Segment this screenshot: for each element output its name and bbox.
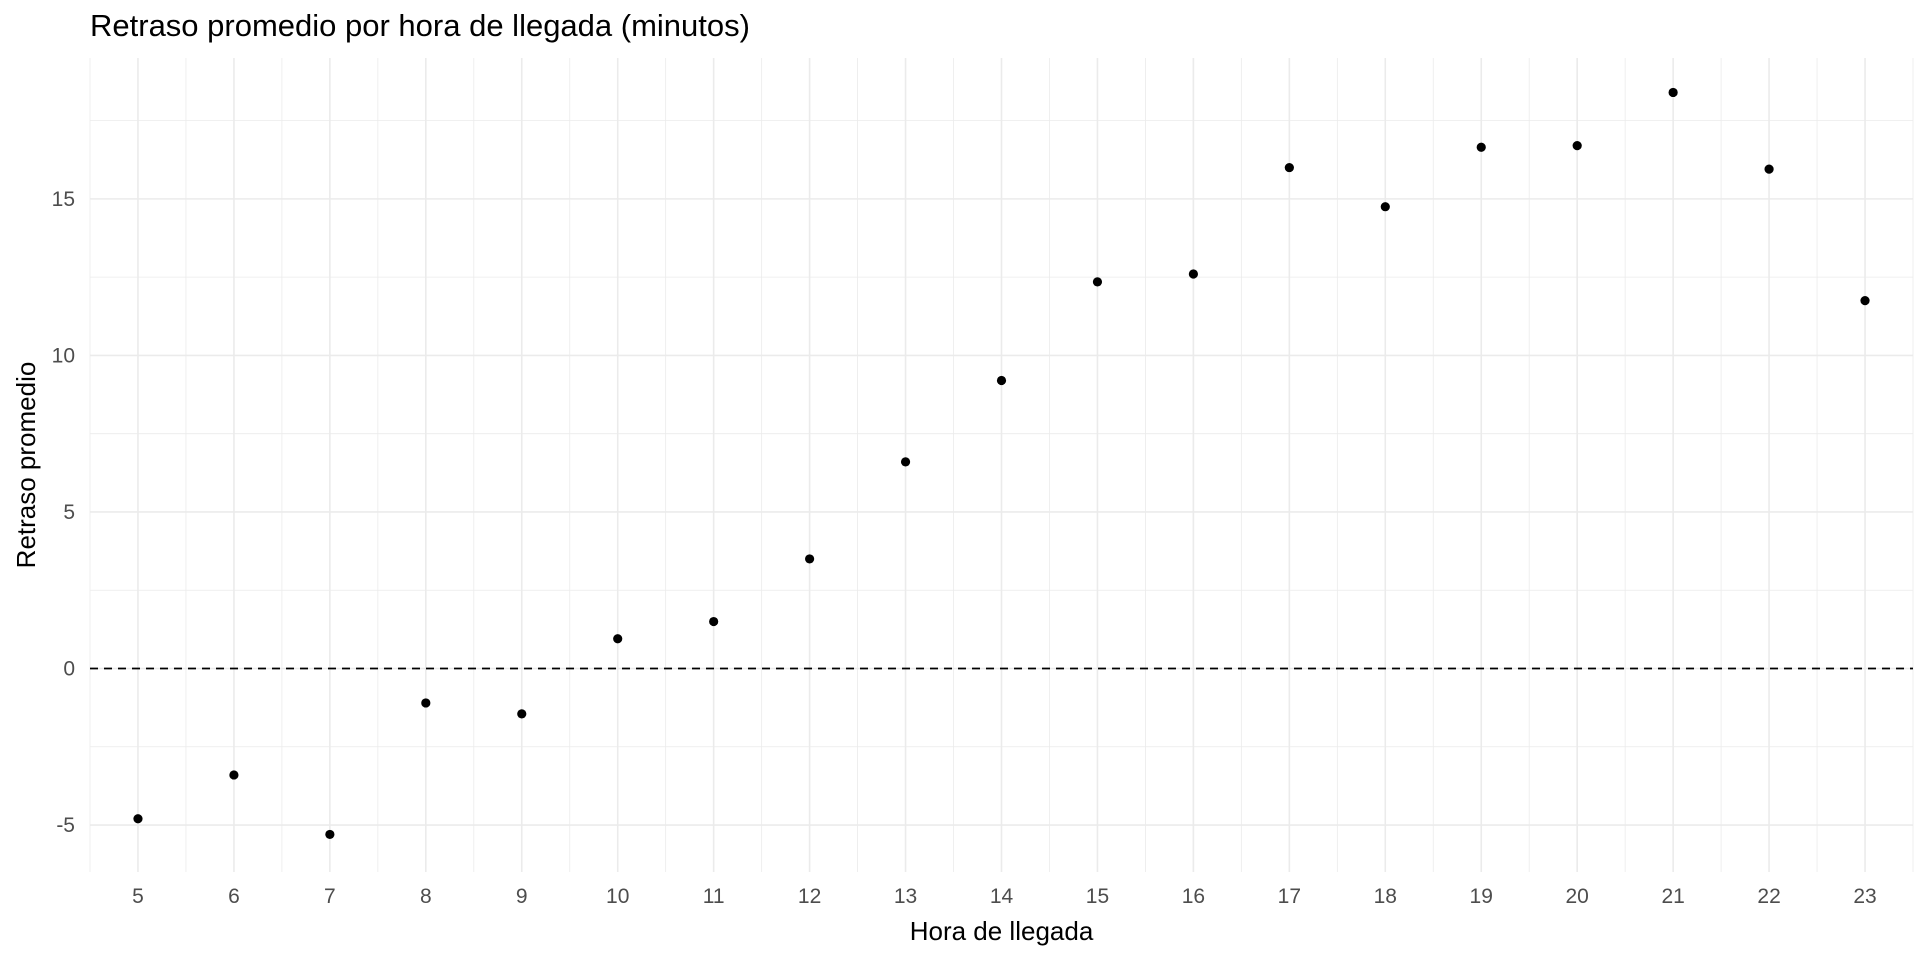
x-tick-label: 13 (894, 885, 917, 908)
data-point (996, 375, 1007, 386)
y-axis-tick-labels: -5 0 5 10 15 (52, 188, 75, 837)
x-tick-label: 12 (798, 885, 821, 908)
x-tick-label: 18 (1374, 885, 1397, 908)
data-point (517, 709, 527, 719)
x-tick-label: 5 (132, 885, 144, 908)
x-tick-label: 11 (703, 885, 725, 908)
y-tick-label: 10 (52, 344, 75, 367)
x-tick-label: 6 (228, 885, 240, 908)
x-axis-title: Hora de llegada (910, 916, 1094, 946)
y-tick-label: 15 (52, 188, 75, 211)
y-tick-label: 0 (63, 658, 75, 681)
y-axis-title: Retraso promedio (11, 362, 41, 569)
x-tick-label: 22 (1757, 885, 1780, 908)
x-axis-tick-labels: 5 6 7 8 9 10 11 12 13 14 15 16 17 18 19 20 21 22 23 (132, 885, 1877, 908)
data-point (1188, 269, 1198, 279)
x-tick-label: 23 (1853, 885, 1876, 908)
x-tick-label: 14 (990, 885, 1014, 908)
x-tick-label: 7 (324, 885, 336, 908)
data-point (1860, 296, 1870, 306)
data-point (613, 634, 623, 644)
data-point (229, 770, 239, 780)
data-point (709, 616, 719, 627)
x-tick-label: 21 (1661, 885, 1684, 908)
x-tick-label: 16 (1182, 885, 1205, 908)
y-tick-label: 5 (63, 501, 75, 524)
data-point (325, 829, 335, 840)
data-point (421, 698, 431, 708)
chart-title: Retraso promedio por hora de llegada (mi… (90, 8, 750, 43)
x-tick-label: 20 (1566, 885, 1589, 908)
data-points (133, 87, 1870, 840)
x-tick-label: 10 (606, 885, 629, 908)
data-point (1476, 142, 1486, 152)
data-point (133, 814, 143, 824)
data-point (805, 554, 815, 564)
data-point (1092, 277, 1103, 287)
x-tick-label: 15 (1086, 885, 1109, 908)
y-tick-label: -5 (56, 814, 75, 837)
data-point (1668, 87, 1678, 98)
x-tick-label: 9 (516, 885, 528, 908)
data-point (900, 457, 911, 467)
data-point (1380, 202, 1390, 212)
data-point (1572, 141, 1582, 151)
data-point (1764, 164, 1774, 174)
x-tick-label: 17 (1278, 885, 1301, 908)
major-gridlines (90, 58, 1913, 872)
x-tick-label: 19 (1470, 885, 1493, 908)
x-tick-label: 8 (420, 885, 432, 908)
data-point (1284, 162, 1294, 173)
